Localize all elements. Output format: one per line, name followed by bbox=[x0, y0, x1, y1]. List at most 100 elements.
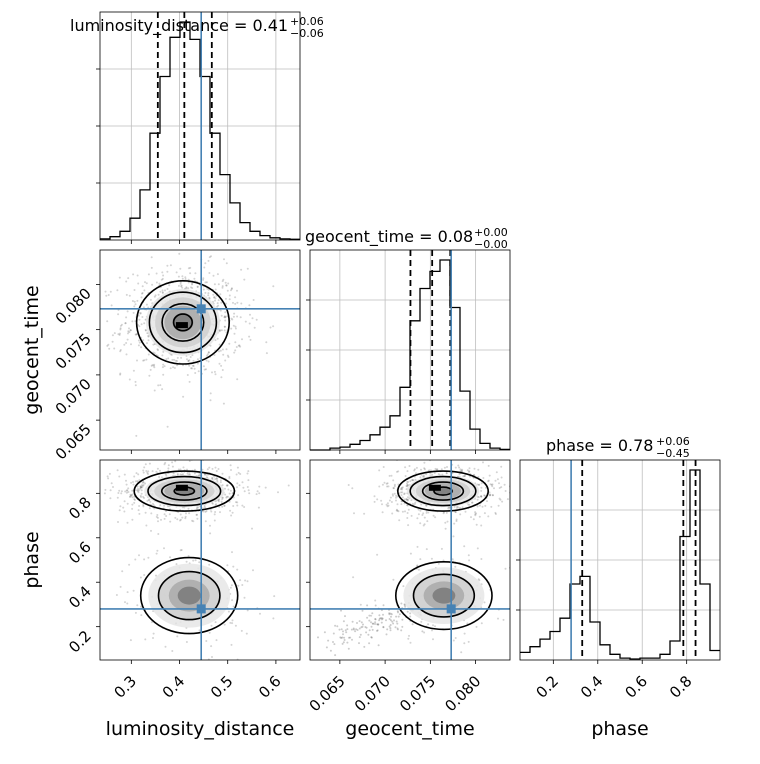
scatter-point bbox=[397, 615, 400, 618]
scatter-point bbox=[225, 495, 228, 498]
scatter-point bbox=[127, 277, 130, 280]
scatter-point bbox=[470, 516, 472, 519]
scatter-point bbox=[185, 641, 188, 643]
scatter-point bbox=[106, 320, 109, 323]
scatter-point bbox=[246, 580, 249, 583]
scatter-point bbox=[186, 472, 189, 475]
scatter-point bbox=[227, 356, 230, 358]
scatter-point bbox=[207, 360, 210, 363]
scatter-point bbox=[417, 568, 420, 571]
scatter-point bbox=[152, 504, 155, 507]
scatter-point bbox=[451, 472, 454, 474]
scatter-point bbox=[158, 476, 161, 478]
scatter-point bbox=[136, 274, 139, 277]
scatter-point bbox=[179, 282, 182, 285]
scatter-point bbox=[209, 344, 212, 347]
scatter-point bbox=[258, 492, 261, 495]
scatter-point bbox=[163, 365, 166, 368]
scatter-point bbox=[211, 371, 213, 374]
scatter-point bbox=[150, 256, 153, 259]
scatter-point bbox=[237, 584, 240, 587]
scatter-point bbox=[187, 555, 190, 557]
contour-line bbox=[139, 556, 239, 635]
scatter-point bbox=[380, 617, 383, 620]
scatter-point bbox=[474, 511, 477, 514]
x-tick-label-luminosity_distance: 0.6 bbox=[255, 672, 285, 702]
scatter-point bbox=[182, 395, 185, 398]
scatter-point bbox=[234, 624, 237, 627]
scatter-point bbox=[446, 520, 449, 523]
scatter-point bbox=[487, 479, 490, 482]
scatter-point bbox=[351, 620, 354, 623]
scatter-point bbox=[235, 473, 238, 476]
scatter-point bbox=[213, 513, 216, 516]
y-tick-label-geocent_time: 0.065 bbox=[52, 420, 95, 463]
scatter-point bbox=[125, 342, 128, 344]
scatter-point bbox=[119, 324, 122, 327]
scatter-point bbox=[396, 628, 399, 631]
scatter-point bbox=[142, 359, 145, 362]
scatter-point bbox=[103, 492, 106, 495]
scatter-point bbox=[151, 502, 154, 505]
scatter-point bbox=[138, 341, 141, 344]
scatter-point bbox=[126, 489, 129, 492]
scatter-point bbox=[140, 492, 143, 495]
scatter-point bbox=[467, 554, 470, 557]
scatter-point bbox=[421, 630, 424, 633]
scatter-point bbox=[216, 273, 219, 276]
scatter-point bbox=[346, 628, 349, 631]
scatter-point bbox=[497, 617, 499, 620]
scatter-point bbox=[202, 365, 205, 368]
scatter-point bbox=[196, 506, 199, 509]
scatter-point bbox=[498, 497, 501, 500]
scatter-point bbox=[116, 289, 119, 292]
scatter-point bbox=[378, 614, 381, 617]
scatter-point bbox=[217, 499, 220, 502]
title-geocent-time: geocent_time = 0.08 bbox=[305, 227, 473, 247]
scatter-point bbox=[213, 296, 216, 298]
scatter-point bbox=[219, 481, 222, 484]
scatter-point bbox=[398, 613, 401, 616]
scatter-point bbox=[230, 327, 233, 330]
scatter-point bbox=[152, 364, 155, 367]
scatter-point bbox=[249, 338, 252, 341]
scatter-point bbox=[353, 512, 355, 515]
scatter-point bbox=[429, 472, 432, 475]
scatter-point bbox=[147, 556, 150, 559]
scatter-point bbox=[187, 507, 190, 510]
scatter-point bbox=[504, 567, 507, 570]
scatter-point bbox=[401, 496, 404, 499]
x-tick-label-luminosity_distance: 0.4 bbox=[159, 672, 189, 702]
scatter-point bbox=[400, 491, 402, 494]
scatter-point bbox=[401, 488, 403, 491]
scatter-point bbox=[515, 486, 517, 488]
scatter-point bbox=[197, 370, 200, 373]
scatter-point bbox=[106, 344, 109, 347]
scatter-point bbox=[119, 350, 122, 353]
scatter-point bbox=[240, 629, 243, 632]
scatter-point bbox=[224, 311, 227, 314]
scatter-point bbox=[395, 509, 398, 512]
scatter-point bbox=[332, 641, 334, 643]
scatter-point bbox=[117, 521, 119, 523]
scatter-point bbox=[406, 485, 409, 488]
scatter-point bbox=[214, 621, 217, 624]
scatter-point bbox=[145, 524, 148, 527]
scatter-point bbox=[360, 626, 363, 629]
scatter-point bbox=[400, 503, 403, 506]
scatter-point bbox=[350, 628, 353, 631]
scatter-point bbox=[163, 513, 166, 516]
scatter-point bbox=[133, 305, 136, 308]
scatter-point bbox=[228, 477, 231, 480]
scatter-point bbox=[126, 502, 129, 505]
scatter-point bbox=[386, 628, 389, 631]
scatter-point bbox=[104, 488, 107, 491]
scatter-point bbox=[468, 470, 471, 473]
scatter-point bbox=[193, 468, 196, 471]
scatter-point bbox=[184, 515, 187, 518]
scatter-point bbox=[129, 329, 132, 332]
scatter-point bbox=[161, 291, 164, 294]
scatter-point bbox=[397, 470, 400, 473]
scatter-point bbox=[264, 486, 267, 489]
scatter-point bbox=[167, 357, 170, 360]
